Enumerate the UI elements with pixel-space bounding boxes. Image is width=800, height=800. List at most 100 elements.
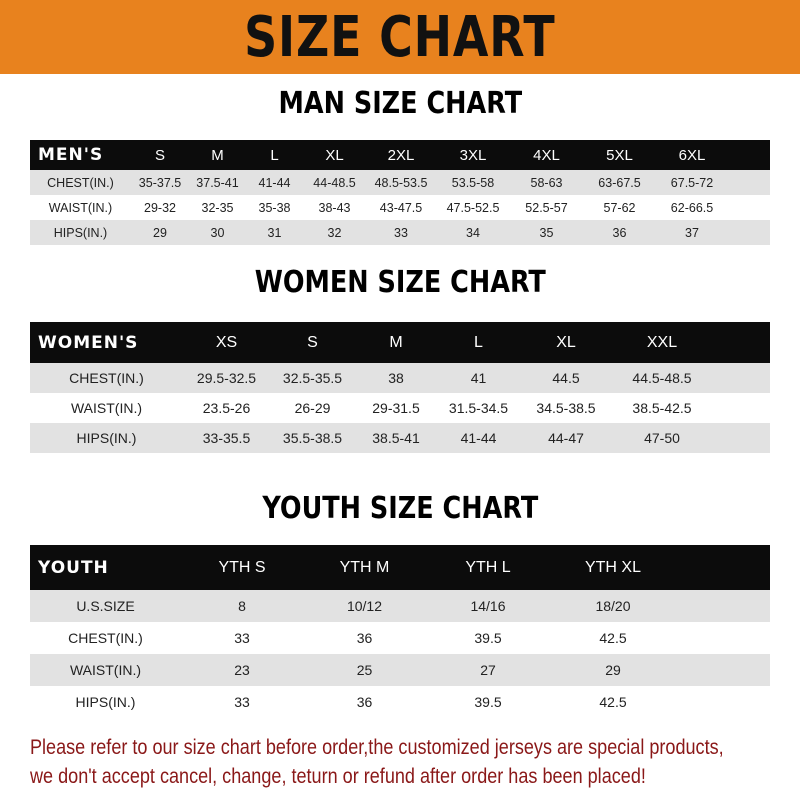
filler-cell [712, 393, 770, 423]
table-row: CHEST(IN.) 29.5-32.5 32.5-35.5 38 41 44.5 44.5… [30, 363, 770, 393]
measurement-cell: 44-48.5 [303, 170, 366, 195]
men-title-text: MAN SIZE CHART [278, 86, 522, 121]
row-label: WAIST(IN.) [30, 654, 181, 686]
row-label: WAIST(IN.) [30, 195, 131, 220]
row-label: HIPS(IN.) [30, 686, 181, 718]
size-header-cell: S [131, 140, 189, 170]
measurement-cell: 34 [436, 220, 510, 245]
measurement-cell: 25 [303, 654, 426, 686]
size-header-cell: XXL [612, 322, 712, 363]
measurement-cell: 37.5-41 [189, 170, 246, 195]
measurement-cell: 48.5-53.5 [366, 170, 436, 195]
measurement-cell: 35-38 [246, 195, 303, 220]
measurement-cell: 39.5 [426, 686, 550, 718]
men-size-table: MEN'S S M L XL 2XL 3XL 4XL 5XL 6XL CHEST(IN.) 35-37… [30, 140, 770, 245]
measurement-cell: 42.5 [550, 686, 676, 718]
size-header-cell: L [246, 140, 303, 170]
size-header-cell: YTH L [426, 545, 550, 590]
size-header-cell: L [437, 322, 520, 363]
row-label: CHEST(IN.) [30, 622, 181, 654]
measurement-cell: 29 [550, 654, 676, 686]
women-size-table: WOMEN'S XS S M L XL XXL CHEST(IN.) 29.5-32.5 32.5… [30, 322, 770, 453]
measurement-cell: 38.5-41 [355, 423, 437, 453]
measurement-cell: 23 [181, 654, 303, 686]
measurement-cell: 32 [303, 220, 366, 245]
measurement-cell: 35-37.5 [131, 170, 189, 195]
filler-cell [676, 590, 770, 622]
filler-cell [676, 686, 770, 718]
measurement-cell: 34.5-38.5 [520, 393, 612, 423]
measurement-cell: 30 [189, 220, 246, 245]
measurement-cell: 41-44 [246, 170, 303, 195]
table-title-cell: YOUTH [30, 545, 181, 590]
measurement-cell: 36 [303, 686, 426, 718]
women-section-title: WOMEN SIZE CHART [0, 265, 800, 300]
size-header-cell: 2XL [366, 140, 436, 170]
filler-cell [712, 322, 770, 363]
measurement-cell: 18/20 [550, 590, 676, 622]
size-header-cell: 5XL [583, 140, 656, 170]
size-header-cell: YTH S [181, 545, 303, 590]
filler-cell [728, 195, 770, 220]
size-header-cell: 6XL [656, 140, 728, 170]
order-notice: Please refer to our size chart before or… [30, 733, 790, 791]
youth-size-table: YOUTH YTH S YTH M YTH L YTH XL U.S.SIZE 8 10/12… [30, 545, 770, 718]
measurement-cell: 10/12 [303, 590, 426, 622]
measurement-cell: 8 [181, 590, 303, 622]
measurement-cell: 29-31.5 [355, 393, 437, 423]
banner-title: SIZE CHART [244, 4, 556, 70]
filler-cell [728, 220, 770, 245]
measurement-cell: 29-32 [131, 195, 189, 220]
table-title-cell: MEN'S [30, 140, 131, 170]
measurement-cell: 36 [583, 220, 656, 245]
measurement-cell: 31.5-34.5 [437, 393, 520, 423]
measurement-cell: 58-63 [510, 170, 583, 195]
size-header-cell: XL [520, 322, 612, 363]
table-title-cell: WOMEN'S [30, 322, 183, 363]
row-label: CHEST(IN.) [30, 170, 131, 195]
measurement-cell: 38.5-42.5 [612, 393, 712, 423]
measurement-cell: 33 [181, 686, 303, 718]
measurement-cell: 26-29 [270, 393, 355, 423]
measurement-cell: 32.5-35.5 [270, 363, 355, 393]
measurement-cell: 67.5-72 [656, 170, 728, 195]
order-notice-line-2: we don't accept cancel, change, teturn o… [30, 765, 646, 788]
filler-cell [712, 423, 770, 453]
table-row: CHEST(IN.) 35-37.5 37.5-41 41-44 44-48.5 48.5… [30, 170, 770, 195]
filler-cell [728, 140, 770, 170]
measurement-cell: 39.5 [426, 622, 550, 654]
measurement-cell: 31 [246, 220, 303, 245]
measurement-cell: 42.5 [550, 622, 676, 654]
size-header-cell: YTH XL [550, 545, 676, 590]
table-header-row: MEN'S S M L XL 2XL 3XL 4XL 5XL 6XL [30, 140, 770, 170]
table-header-row: YOUTH YTH S YTH M YTH L YTH XL [30, 545, 770, 590]
measurement-cell: 37 [656, 220, 728, 245]
measurement-cell: 47.5-52.5 [436, 195, 510, 220]
measurement-cell: 47-50 [612, 423, 712, 453]
measurement-cell: 44.5 [520, 363, 612, 393]
measurement-cell: 33-35.5 [183, 423, 270, 453]
size-header-cell: XS [183, 322, 270, 363]
table-row: WAIST(IN.) 23.5-26 26-29 29-31.5 31.5-34.5 34… [30, 393, 770, 423]
order-notice-line-1: Please refer to our size chart before or… [30, 736, 724, 759]
measurement-cell: 57-62 [583, 195, 656, 220]
row-label: HIPS(IN.) [30, 423, 183, 453]
filler-cell [676, 545, 770, 590]
measurement-cell: 38-43 [303, 195, 366, 220]
table-row: HIPS(IN.) 33 36 39.5 42.5 [30, 686, 770, 718]
size-header-cell: S [270, 322, 355, 363]
youth-title-text: YOUTH SIZE CHART [262, 491, 538, 526]
measurement-cell: 53.5-58 [436, 170, 510, 195]
measurement-cell: 33 [366, 220, 436, 245]
filler-cell [712, 363, 770, 393]
measurement-cell: 41-44 [437, 423, 520, 453]
measurement-cell: 38 [355, 363, 437, 393]
size-chart-banner: SIZE CHART [0, 0, 800, 74]
row-label: CHEST(IN.) [30, 363, 183, 393]
measurement-cell: 44.5-48.5 [612, 363, 712, 393]
size-header-cell: XL [303, 140, 366, 170]
size-header-cell: 3XL [436, 140, 510, 170]
measurement-cell: 23.5-26 [183, 393, 270, 423]
filler-cell [676, 622, 770, 654]
measurement-cell: 36 [303, 622, 426, 654]
